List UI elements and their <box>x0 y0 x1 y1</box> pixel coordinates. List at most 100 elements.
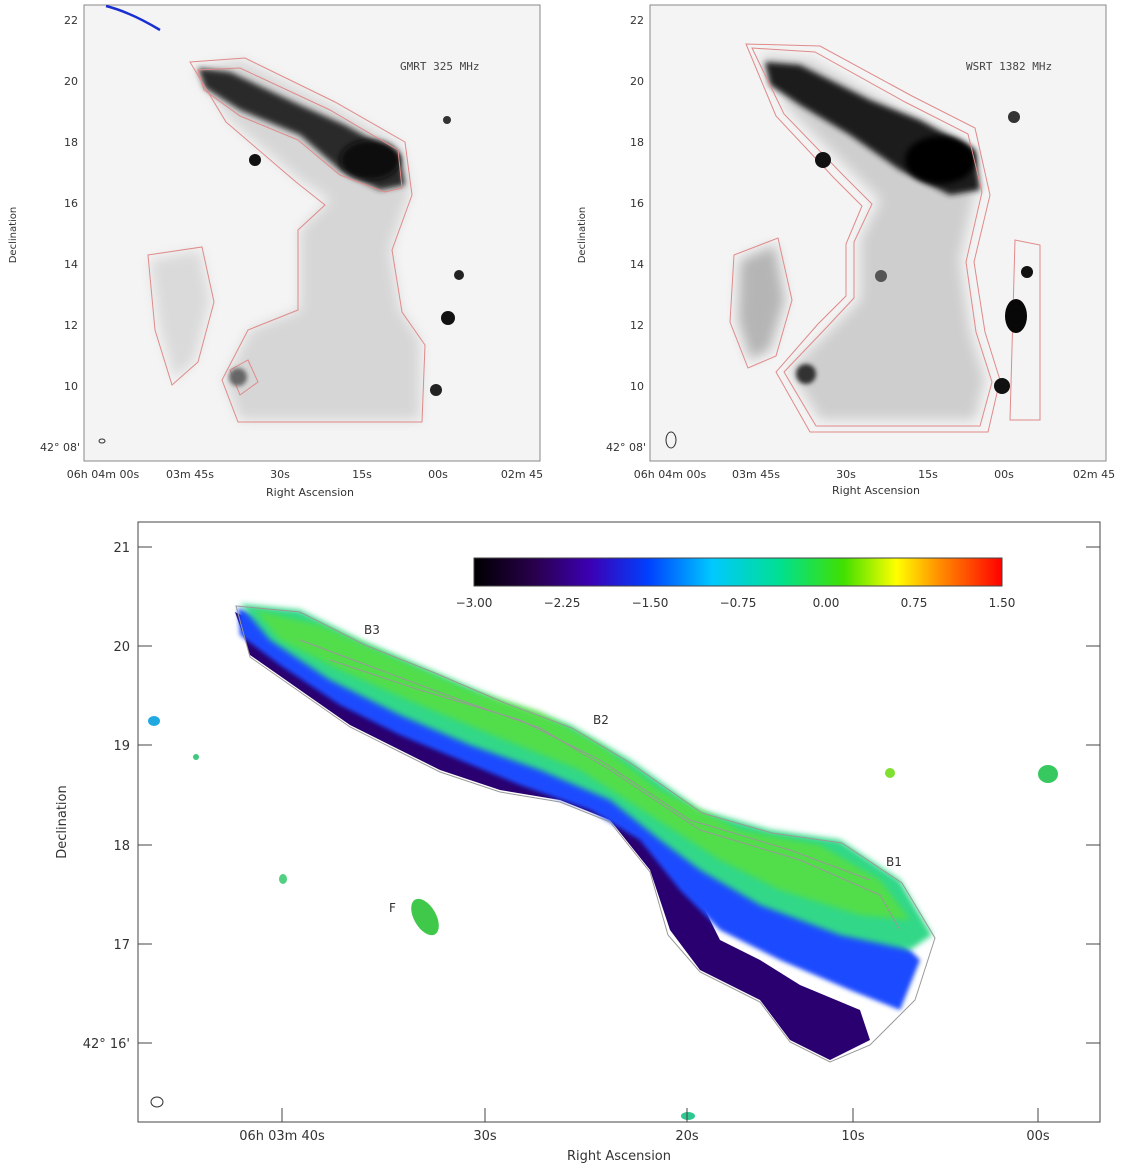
spectral-tail-core <box>255 610 910 920</box>
spectral-x-tick: 00s <box>1026 1129 1050 1144</box>
wsrt-x-tick: 15s <box>918 468 938 481</box>
wsrt-y-origin: 42° 08' <box>606 441 646 454</box>
gmrt-x-tick: 15s <box>352 468 372 481</box>
spectral-point-source <box>279 874 287 884</box>
gmrt-point-source <box>229 368 247 386</box>
gmrt-panel-label: GMRT 325 MHz <box>400 60 479 73</box>
wsrt-y-tick: 14 <box>630 258 644 271</box>
wsrt-point-source <box>815 152 831 168</box>
spectral-y-tick: 20 <box>113 640 130 655</box>
wsrt-y-tick: 18 <box>630 136 644 149</box>
wsrt-point-source <box>1008 111 1020 123</box>
spectral-x-tick: 06h 03m 40s <box>239 1129 325 1144</box>
region-label-f: F <box>389 901 396 915</box>
wsrt-x-tick: 00s <box>994 468 1014 481</box>
wsrt-point-source <box>875 270 887 282</box>
region-label-b1: B1 <box>886 855 902 869</box>
wsrt-panel-label: WSRT 1382 MHz <box>966 60 1052 73</box>
colorbar <box>473 557 1003 587</box>
gmrt-x-axis-title: Right Ascension <box>266 486 354 499</box>
gmrt-x-tick: 00s <box>428 468 448 481</box>
colorbar-tick: −1.50 <box>632 596 669 610</box>
gmrt-point-source <box>430 384 442 396</box>
wsrt-beam <box>665 431 677 449</box>
spectral-y-ticks: 21 20 19 18 17 42° 16' <box>83 541 130 1052</box>
gmrt-point-source <box>249 154 261 166</box>
wsrt-y-axis-title: Declination <box>577 207 588 264</box>
gmrt-x-tick: 03m 45s <box>166 468 214 481</box>
spectral-point-source <box>885 768 895 778</box>
gmrt-jet-head <box>340 140 400 180</box>
spectral-point-source <box>681 1112 695 1120</box>
wsrt-y-tick: 20 <box>630 75 644 88</box>
gmrt-point-source <box>454 270 464 280</box>
gmrt-contours <box>147 57 426 423</box>
spectral-y-tick: 19 <box>113 739 130 754</box>
spectral-point-source <box>1038 765 1058 783</box>
gmrt-marker-line <box>105 4 161 32</box>
region-label-b2: B2 <box>593 713 609 727</box>
spectral-x-axis-title: Right Ascension <box>567 1149 671 1164</box>
gmrt-x-tick: 06h 04m 00s <box>67 468 140 481</box>
gmrt-y-ticks: 22 20 18 16 14 12 10 42° 08' <box>40 14 80 454</box>
spectral-y-tick: 18 <box>113 839 130 854</box>
wsrt-y-ticks: 22 20 18 16 14 12 10 42° 08' <box>606 14 646 454</box>
gmrt-y-tick: 16 <box>64 197 78 210</box>
wsrt-point-source <box>1021 266 1033 278</box>
spectral-point-source <box>193 754 199 760</box>
wsrt-x-tick: 03m 45s <box>732 468 780 481</box>
region-labels: B3 B2 B1 F <box>364 623 902 915</box>
spectral-y-tick: 21 <box>113 541 130 556</box>
wsrt-x-axis-title: Right Ascension <box>832 484 920 497</box>
wsrt-point-source <box>994 378 1010 394</box>
colorbar-tick: 0.00 <box>813 596 840 610</box>
wsrt-y-tick: 12 <box>630 319 644 332</box>
wsrt-y-tick: 16 <box>630 197 644 210</box>
spectral-contours <box>235 605 936 1063</box>
wsrt-y-tick: 10 <box>630 380 644 393</box>
colorbar-tick: −0.75 <box>720 596 757 610</box>
gmrt-y-tick: 10 <box>64 380 78 393</box>
gmrt-west-lobe <box>150 250 210 380</box>
gmrt-point-source <box>443 116 451 124</box>
gmrt-y-tick: 12 <box>64 319 78 332</box>
wsrt-y-tick: 22 <box>630 14 644 27</box>
spectral-x-tick: 10s <box>841 1129 865 1144</box>
spectral-point-source <box>148 716 160 726</box>
wsrt-point-source <box>796 364 816 384</box>
spectral-x-tick: 20s <box>675 1129 699 1144</box>
gmrt-x-tick: 02m 45 <box>501 468 543 481</box>
colorbar-tick: 0.75 <box>901 596 928 610</box>
gmrt-y-tick: 20 <box>64 75 78 88</box>
wsrt-x-ticks: 06h 04m 00s 03m 45s 30s 15s 00s 02m 45 <box>634 468 1115 481</box>
gmrt-y-tick: 22 <box>64 14 78 27</box>
spectral-x-tick: 30s <box>473 1129 497 1144</box>
spectral-tick-marks <box>138 546 1100 1122</box>
wsrt-x-tick: 02m 45 <box>1073 468 1115 481</box>
wsrt-x-tick: 30s <box>836 468 856 481</box>
colorbar-tick: −2.25 <box>544 596 581 610</box>
colorbar-ticks: −3.00 −2.25 −1.50 −0.75 0.00 0.75 1.50 <box>456 596 1016 610</box>
gmrt-y-origin: 42° 08' <box>40 441 80 454</box>
gmrt-y-tick: 14 <box>64 258 78 271</box>
region-label-b3: B3 <box>364 623 380 637</box>
wsrt-x-tick: 06h 04m 00s <box>634 468 707 481</box>
wsrt-point-source <box>1005 299 1027 333</box>
spectral-beam <box>150 1096 164 1108</box>
wsrt-jet-head <box>905 136 975 184</box>
gmrt-y-axis-title: Declination <box>8 207 19 264</box>
wsrt-contours <box>729 43 1041 433</box>
source-f <box>411 898 439 936</box>
gmrt-point-source <box>441 311 455 325</box>
wsrt-west-lobe <box>738 245 785 360</box>
spectral-y-origin: 42° 16' <box>83 1037 130 1052</box>
spectral-panel: −3.00 −2.25 −1.50 −0.75 0.00 0.75 1.50 B… <box>55 521 1101 1164</box>
gmrt-panel: GMRT 325 MHz 22 20 18 16 14 12 10 42° 08… <box>8 4 543 499</box>
gmrt-x-ticks: 06h 04m 00s 03m 45s 30s 15s 00s 02m 45 <box>67 468 543 481</box>
gmrt-x-tick: 30s <box>270 468 290 481</box>
colorbar-tick: −3.00 <box>456 596 493 610</box>
wsrt-panel: WSRT 1382 MHz 22 20 18 16 14 12 10 42° 0… <box>577 4 1115 497</box>
spectral-y-tick: 17 <box>113 938 130 953</box>
gmrt-y-tick: 18 <box>64 136 78 149</box>
